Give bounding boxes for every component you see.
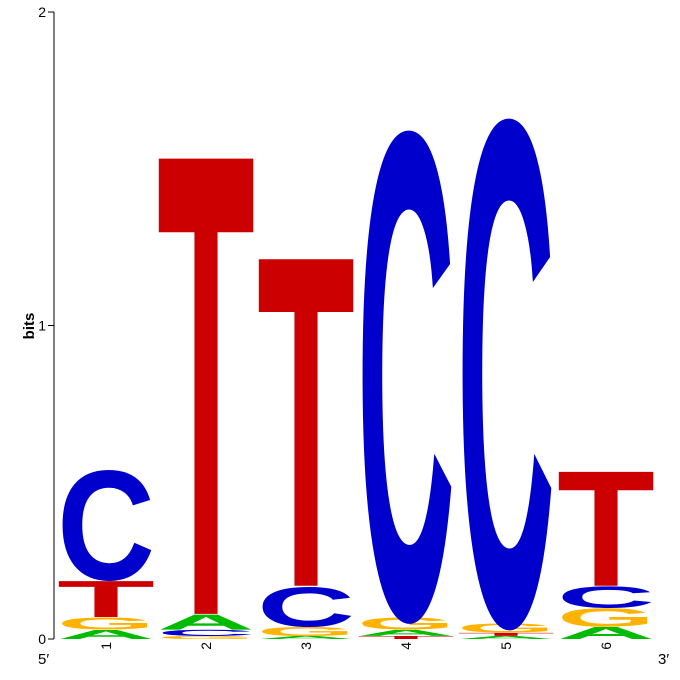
logo-letter-T: T	[357, 635, 455, 640]
x-tick-label: 3	[298, 642, 314, 650]
logo-letter-A: A	[357, 628, 455, 638]
logo-letter-T: T	[257, 157, 355, 680]
logo-letter-G: G	[157, 635, 255, 640]
logo-letter-C: C	[457, 0, 555, 680]
logo-letter-C: C	[157, 628, 255, 638]
logo-letter-T: T	[57, 570, 155, 628]
y-tick-label: 2	[38, 4, 46, 20]
x-tick-label: 5	[498, 642, 514, 650]
logo-letter-C: C	[57, 438, 155, 613]
axes: 0 1 2 bits 1 2 3 4 5 6 5′ 3′	[21, 4, 669, 668]
logo-letter-G: G	[357, 614, 455, 633]
three-prime-label: 3′	[658, 651, 669, 668]
x-ticks: 1 2 3 4 5 6	[98, 642, 614, 650]
logo-letter-G: G	[557, 603, 655, 632]
logo-letter-C: C	[257, 576, 355, 639]
x-tick-label: 1	[98, 642, 114, 650]
logo-letter-A: A	[257, 635, 355, 640]
logo-letter-G: G	[457, 621, 555, 636]
x-tick-label: 4	[398, 642, 414, 650]
logo-letter-A: A	[457, 635, 555, 640]
logo-letter-T: T	[557, 435, 655, 621]
y-tick-label: 1	[38, 318, 46, 334]
logo-letter-T: T	[157, 16, 255, 680]
logo-letter-G: G	[257, 624, 355, 639]
y-axis-label: bits	[21, 313, 38, 340]
logo-letter-C: C	[557, 580, 655, 614]
five-prime-label: 5′	[38, 651, 49, 668]
logo-letter-A: A	[557, 623, 655, 643]
logo-letter-T: T	[457, 632, 555, 637]
x-tick-label: 2	[198, 642, 214, 650]
logo-letter-C: C	[357, 0, 455, 680]
logo-letter-A: A	[57, 627, 155, 641]
y-tick-label: 0	[38, 631, 46, 647]
logo-letter-G: G	[57, 614, 155, 633]
logo-letter-A: A	[157, 610, 255, 634]
x-tick-label: 6	[598, 642, 614, 650]
y-ticks: 0 1 2	[38, 4, 54, 647]
